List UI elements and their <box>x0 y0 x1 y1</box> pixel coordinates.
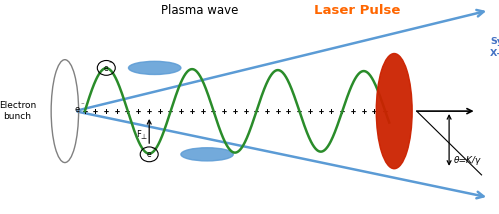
Text: +: + <box>93 107 98 116</box>
Ellipse shape <box>129 61 181 74</box>
Text: +: + <box>211 107 216 116</box>
Text: e: e <box>103 64 108 73</box>
Text: Plasma wave: Plasma wave <box>161 4 239 17</box>
Text: +: + <box>361 107 366 116</box>
Text: F: F <box>136 130 141 139</box>
Text: +: + <box>340 107 345 116</box>
Text: +: + <box>168 107 173 116</box>
Text: +: + <box>82 107 87 116</box>
Text: +: + <box>264 107 270 116</box>
Text: +: + <box>125 107 130 116</box>
Ellipse shape <box>181 148 234 161</box>
Text: +: + <box>114 107 120 116</box>
Ellipse shape <box>376 54 412 169</box>
Text: e: e <box>146 150 151 159</box>
Text: +: + <box>307 107 313 116</box>
Text: θ=K/γ: θ=K/γ <box>454 156 482 165</box>
Text: +: + <box>147 107 152 116</box>
Text: Synchrotron
X-Ray Beam: Synchrotron X-Ray Beam <box>490 37 499 58</box>
Text: +: + <box>222 107 227 116</box>
Text: +: + <box>372 107 377 116</box>
Text: +: + <box>179 107 184 116</box>
Text: Laser Pulse: Laser Pulse <box>313 4 400 17</box>
Text: +: + <box>254 107 259 116</box>
Text: +: + <box>243 107 249 116</box>
Text: +: + <box>233 107 238 116</box>
Text: +: + <box>329 107 334 116</box>
Text: e: e <box>75 105 80 114</box>
Text: +: + <box>200 107 206 116</box>
Text: +: + <box>157 107 163 116</box>
Text: ⁻: ⁻ <box>80 102 84 108</box>
Text: +: + <box>297 107 302 116</box>
Text: ⊥: ⊥ <box>140 134 146 140</box>
Text: ⁻: ⁻ <box>109 61 113 67</box>
Text: +: + <box>190 107 195 116</box>
Text: +: + <box>383 107 388 116</box>
Text: +: + <box>275 107 280 116</box>
Text: +: + <box>318 107 323 116</box>
Text: Electron
bunch: Electron bunch <box>0 101 36 121</box>
Text: +: + <box>104 107 109 116</box>
Text: +: + <box>136 107 141 116</box>
Text: +: + <box>350 107 356 116</box>
Text: +: + <box>286 107 291 116</box>
Text: ⁻: ⁻ <box>152 148 156 154</box>
